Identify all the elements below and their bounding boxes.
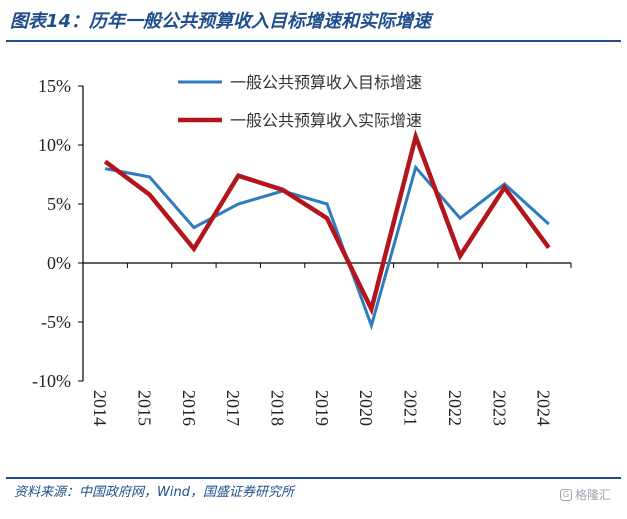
y-tick-label: 10% — [38, 135, 71, 155]
legend-label: 一般公共预算收入实际增速 — [230, 111, 422, 130]
x-tick-label: 2015 — [134, 390, 154, 426]
title-divider — [6, 40, 621, 42]
y-axis: 15% 10% 5% 0% -5% -10% — [32, 76, 84, 391]
x-tick-label: 2016 — [179, 390, 199, 426]
legend-label: 一般公共预算收入目标增速 — [230, 73, 422, 92]
x-tick-label: 2014 — [90, 390, 110, 426]
watermark-text: 格隆汇 — [575, 488, 612, 502]
x-tick-label: 2021 — [401, 390, 421, 426]
series-lines — [103, 129, 551, 331]
y-tick-label: 15% — [38, 76, 71, 96]
source-note: 资料来源：中国政府网，Wind，国盛证券研究所 — [14, 485, 294, 500]
x-tick-label: 2022 — [445, 390, 465, 426]
x-tick-label: 2020 — [356, 390, 376, 426]
x-tick-label: 2024 — [534, 390, 554, 426]
x-tick-label: 2017 — [223, 390, 243, 426]
y-tick-label: 0% — [47, 253, 71, 273]
watermark: G 格隆汇 — [560, 486, 611, 503]
x-tick-label: 2018 — [268, 390, 288, 426]
x-axis: 2014 2015 2016 2017 2018 2019 2020 2021 2022 2023… — [82, 262, 572, 426]
x-tick-label: 2023 — [489, 390, 509, 426]
x-tick-label: 2019 — [312, 390, 332, 426]
watermark-logo-icon: G — [560, 488, 572, 501]
y-tick-label: -10% — [32, 371, 71, 391]
figure-title: 图表14：历年一般公共预算收入目标增速和实际增速 — [10, 11, 432, 32]
line-chart: 15%10%5%0%-5%-10% 2014 2015 2016 2017 2018 20… — [32, 73, 572, 426]
y-tick-label: -5% — [41, 312, 71, 332]
series-line-actual — [103, 129, 551, 316]
series-line-target — [104, 164, 550, 331]
y-tick-label: 5% — [47, 194, 71, 214]
footer-divider — [6, 477, 621, 479]
